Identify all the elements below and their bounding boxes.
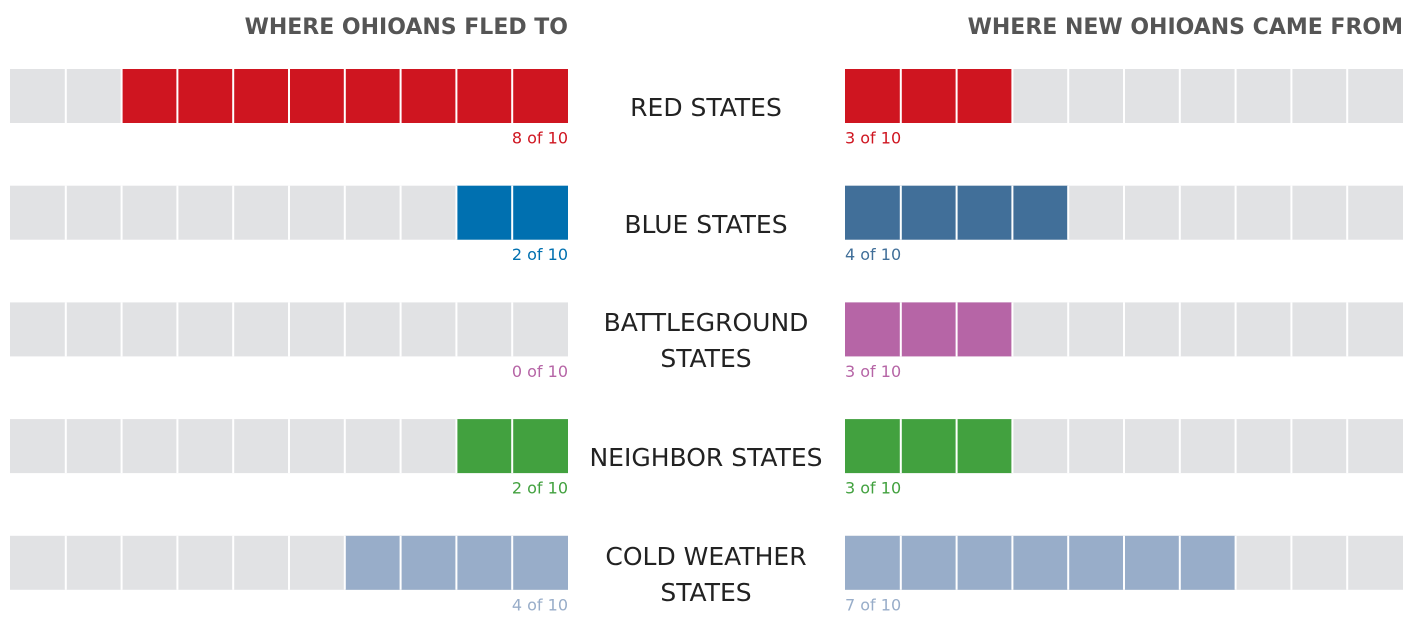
bar [845, 535, 1236, 590]
category-label: NEIGHBOR STATES [589, 443, 823, 473]
panel-title: WHERE NEW OHIOANS CAME FROM [968, 15, 1403, 40]
value-label: 0 of 10 [512, 362, 568, 381]
value-label: 4 of 10 [512, 595, 568, 614]
category-label: COLD WEATHER STATES [605, 541, 807, 607]
value-label: 3 of 10 [845, 129, 901, 148]
category-label: RED STATES [630, 93, 782, 122]
value-label: 7 of 10 [845, 595, 901, 614]
category-label: BATTLEGROUND STATES [603, 308, 809, 374]
value-label: 2 of 10 [512, 479, 568, 498]
value-label: 2 of 10 [512, 245, 568, 264]
value-label: 3 of 10 [845, 362, 901, 381]
bar [845, 69, 1013, 123]
bar [845, 302, 1013, 357]
value-label: 3 of 10 [845, 479, 901, 498]
panel-title: WHERE OHIOANS FLED TO [245, 15, 568, 40]
category-label: BLUE STATES [624, 209, 788, 239]
value-label: 8 of 10 [512, 129, 568, 148]
bar [845, 419, 1013, 474]
value-label: 4 of 10 [845, 245, 901, 264]
